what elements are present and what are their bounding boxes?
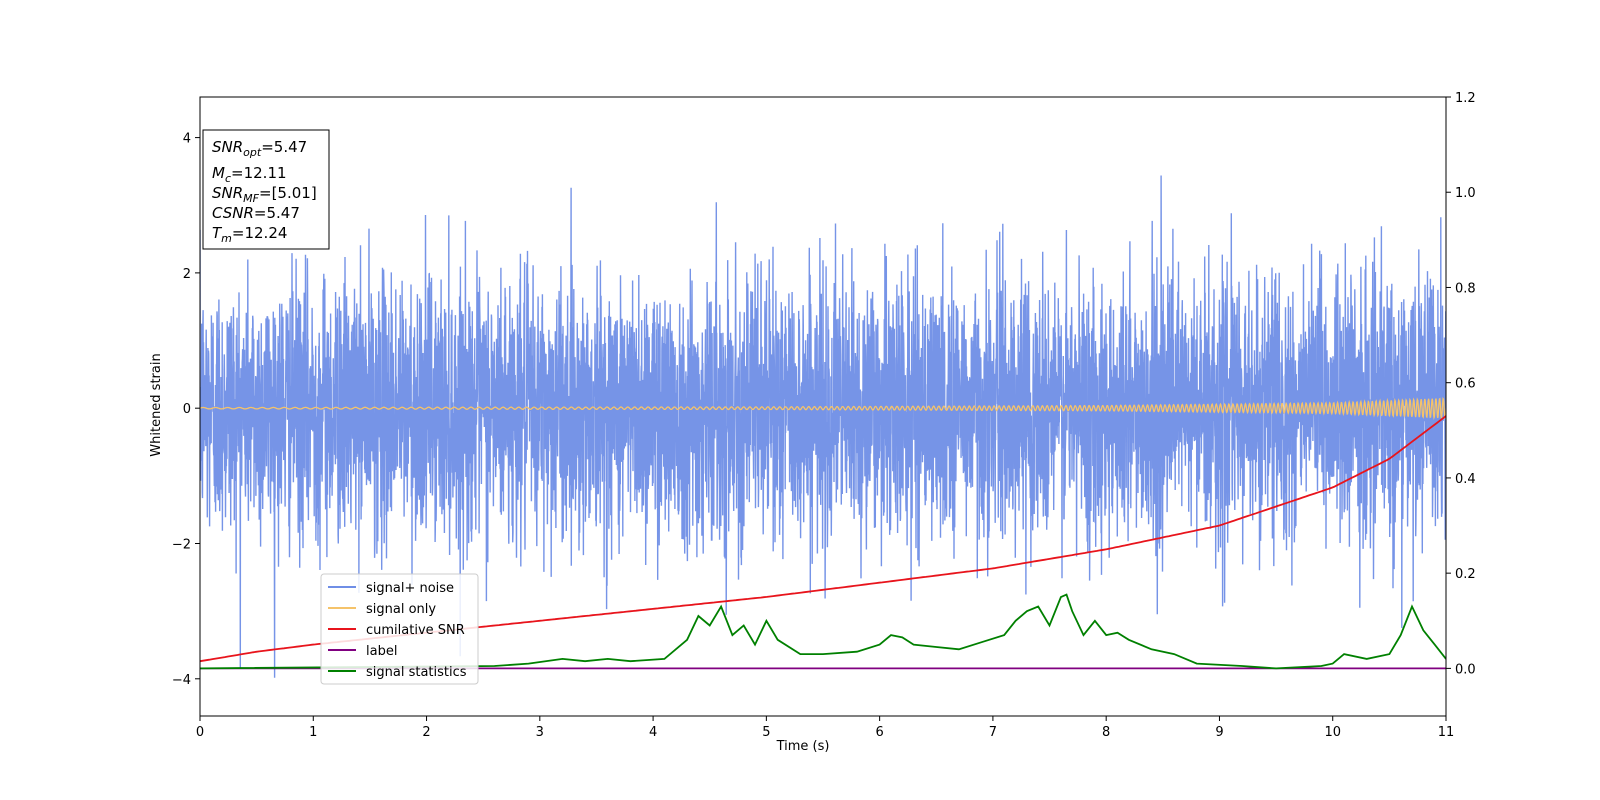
svg-text:signal+ noise: signal+ noise	[366, 581, 454, 596]
annotation-snr-mf: SNRMF=[5.01]	[212, 184, 317, 205]
svg-text:signal only: signal only	[366, 602, 436, 617]
series-signal-noise	[200, 175, 1446, 678]
x-tick-label: 10	[1324, 725, 1341, 740]
legend: signal+ noise signal only cumilative SNR…	[320, 573, 479, 685]
y2-tick: 1.0	[1446, 186, 1476, 201]
x-axis-ticks: 0 1 2 3 4 5 6 7 8 9 10 11	[196, 716, 1454, 740]
x-tick-label: 7	[989, 725, 997, 740]
x-tick: 0	[196, 716, 204, 740]
annotation-mc: Mc=12.11	[212, 164, 287, 185]
line-signal-noise	[200, 175, 1446, 678]
x-tick: 3	[536, 716, 544, 740]
y-tick: 4	[183, 132, 200, 147]
y2-tick: 0.0	[1446, 662, 1476, 677]
x-tick: 6	[875, 716, 884, 740]
annotation-box: SNRopt=5.47 Mc=12.11 SNRMF=[5.01] CSNR=5…	[202, 129, 330, 250]
svg-text:cumilative SNR: cumilative SNR	[366, 623, 465, 638]
y-tick: −4	[172, 673, 200, 688]
y2-tick-label: 1.2	[1455, 91, 1476, 106]
y2-tick: 0.8	[1446, 281, 1476, 296]
x-tick-label: 8	[1102, 725, 1110, 740]
x-tick-label: 0	[196, 725, 204, 740]
legend-entry-signal-noise: signal+ noise	[328, 581, 454, 596]
x-tick-label: 1	[309, 725, 317, 740]
x-tick: 2	[422, 716, 431, 740]
y-axis-ticks: −4 −2 0 2 4	[172, 132, 200, 688]
y2-tick: 0.2	[1446, 567, 1476, 582]
y-tick: 0	[183, 402, 200, 417]
x-tick-label: 3	[536, 725, 544, 740]
x-tick: 4	[649, 716, 657, 740]
legend-entry-label: label	[328, 644, 397, 659]
axes-frame	[199, 96, 1447, 717]
y2-tick-label: 0.8	[1455, 281, 1476, 296]
x-tick: 8	[1102, 716, 1110, 740]
x-tick: 9	[1215, 716, 1224, 740]
y2-axis-ticks: 0.0 0.2 0.4 0.6 0.8 1.0 1.2	[1446, 91, 1476, 677]
annotation-tm: Tm=12.24	[212, 224, 287, 245]
y-tick: −2	[172, 537, 200, 552]
annotation-csnr: CSNR=5.47	[212, 204, 300, 222]
x-tick: 11	[1438, 716, 1455, 740]
x-tick-label: 9	[1215, 725, 1223, 740]
x-tick-label: 2	[422, 725, 430, 740]
x-tick-label: 5	[762, 725, 770, 740]
line-signal-only	[200, 396, 1446, 420]
svg-text:signal statistics: signal statistics	[366, 665, 467, 680]
y2-tick-label: 0.4	[1455, 472, 1476, 487]
y-tick-label: −4	[172, 673, 191, 688]
y-tick-label: 2	[183, 267, 191, 282]
series-signal-only	[200, 396, 1446, 420]
x-tick-label: 4	[649, 725, 657, 740]
y-tick: 2	[183, 267, 200, 282]
svg-text:label: label	[366, 644, 397, 659]
y-tick-label: 4	[183, 132, 191, 147]
y2-tick-label: 1.0	[1455, 186, 1476, 201]
x-tick-label: 6	[875, 725, 883, 740]
y-axis-label: Whitened strain	[149, 353, 164, 456]
line-signal-statistics	[200, 593, 1446, 670]
legend-entry-signal-statistics: signal statistics	[328, 665, 467, 680]
y2-tick-label: 0.6	[1455, 377, 1476, 392]
y-tick-label: −2	[172, 537, 191, 552]
legend-entry-cumulative-snr: cumilative SNR	[328, 623, 465, 638]
y2-tick: 0.4	[1446, 472, 1476, 487]
legend-entry-signal-only: signal only	[328, 602, 436, 617]
x-tick-label: 11	[1438, 725, 1455, 740]
x-tick: 5	[762, 716, 771, 740]
x-tick: 1	[309, 716, 317, 740]
y2-tick: 0.6	[1446, 377, 1476, 392]
y2-tick: 1.2	[1446, 91, 1476, 106]
x-tick: 7	[989, 716, 997, 740]
y2-tick-label: 0.2	[1455, 567, 1476, 582]
x-tick: 10	[1324, 716, 1341, 740]
x-axis-label: Time (s)	[776, 739, 830, 754]
annotation-snr-opt: SNRopt=5.47	[212, 138, 307, 159]
y-tick-label: 0	[183, 402, 191, 417]
y2-tick-label: 0.0	[1455, 662, 1476, 677]
